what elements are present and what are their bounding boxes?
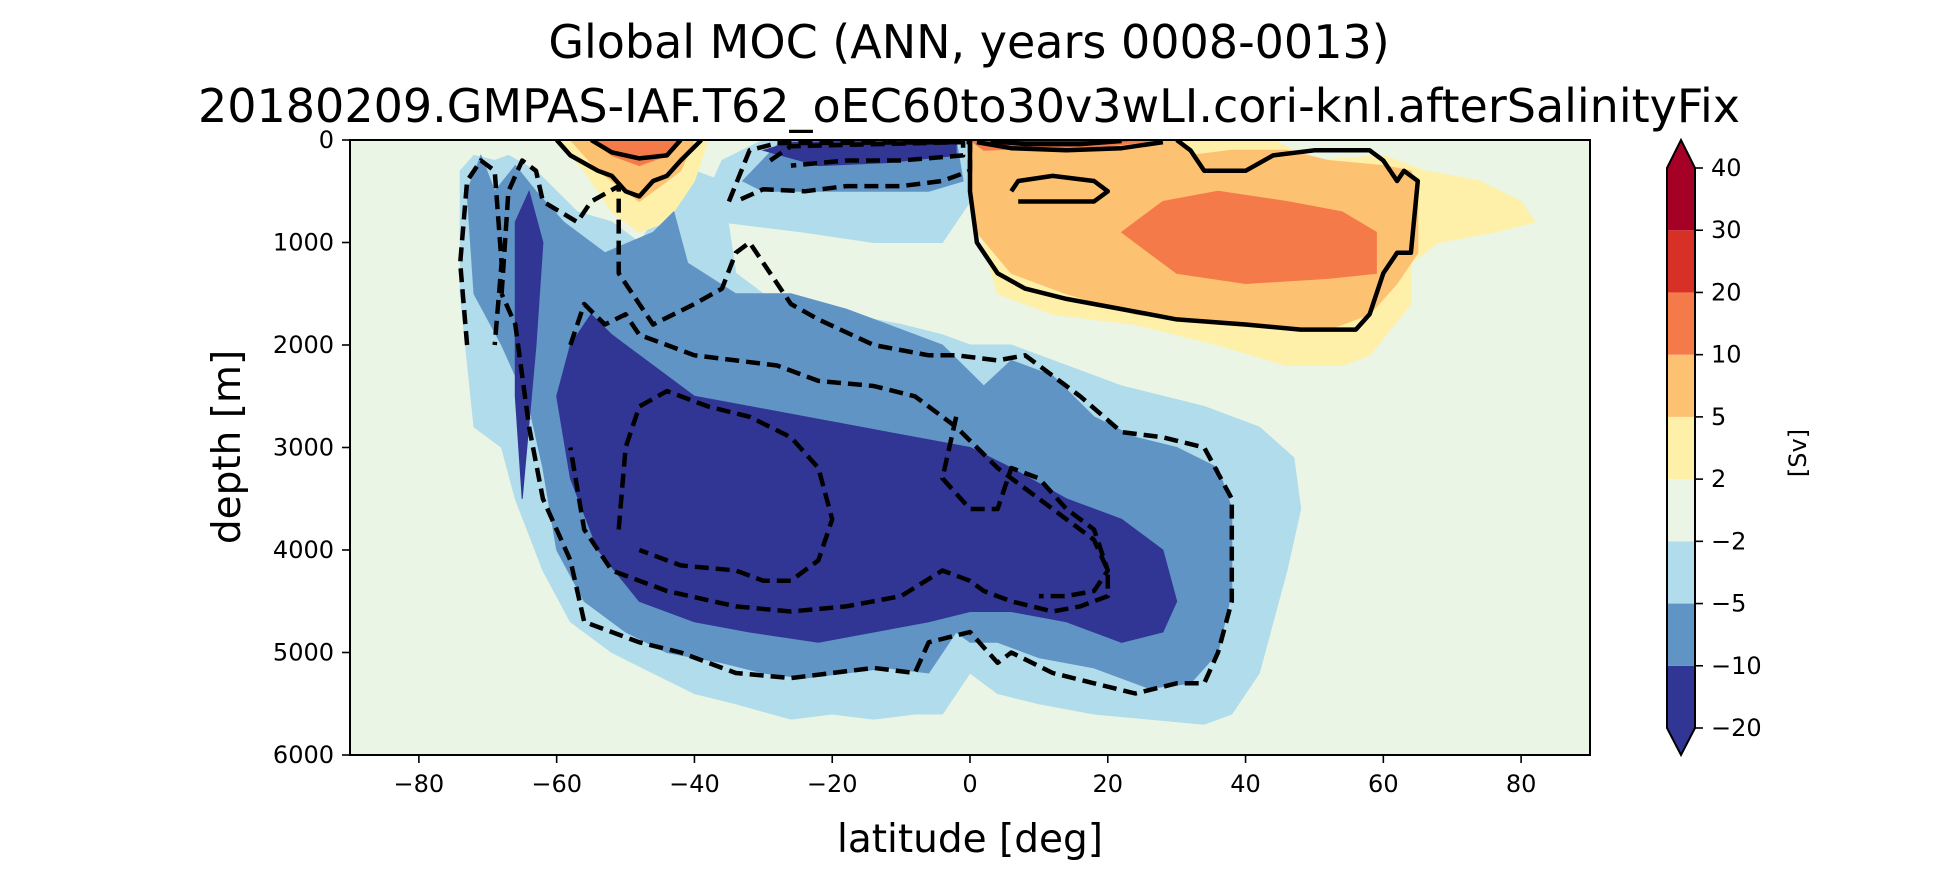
x-axis: −80 −60 −40 −20 0 20 40 60 80 <box>394 755 1537 798</box>
plot-area <box>349 139 1591 756</box>
x-axis-label: latitude [deg] <box>837 817 1103 862</box>
colorbar-segment <box>1667 354 1695 417</box>
y-tick-label: 1000 <box>273 229 334 257</box>
colorbar-tick-label: 2 <box>1711 465 1726 493</box>
contour-line-pos5 <box>1009 173 1111 204</box>
colorbar-tick-label: −10 <box>1711 652 1762 680</box>
colorbar-segment <box>1667 230 1695 293</box>
chart-subtitle: 20180209.GMPAS-IAF.T62_oEC60to30v3wLI.co… <box>198 79 1740 133</box>
x-tick-label: 60 <box>1368 770 1399 798</box>
x-tick-label: 0 <box>962 770 977 798</box>
x-tick-label: 40 <box>1230 770 1261 798</box>
contour-line-pos20 <box>990 140 1122 147</box>
contour-line-neg10 <box>768 140 966 168</box>
x-tick-label: −20 <box>807 770 858 798</box>
x-tick-label: 20 <box>1093 770 1124 798</box>
colorbar-tick-label: 30 <box>1711 216 1742 244</box>
filled-region--20-to--10 <box>514 189 544 499</box>
x-tick-label: 80 <box>1506 770 1537 798</box>
contour-line-pos5 <box>967 140 1421 332</box>
colorbar-tick-label: 10 <box>1711 341 1742 369</box>
contour-line-pos5 <box>555 140 703 199</box>
colorbar-segment <box>1667 665 1695 728</box>
colorbar-segment <box>1667 292 1695 355</box>
colorbar-tick-label: −20 <box>1711 714 1762 742</box>
filled-region--20-to--10 <box>556 313 1178 643</box>
contour-line-pos10 <box>589 140 683 161</box>
x-tick-label: −80 <box>394 770 445 798</box>
colorbar-extend-max <box>1667 140 1695 168</box>
x-tick-label: −60 <box>531 770 582 798</box>
contour-line-neg20 <box>940 416 1111 599</box>
y-axis-label: depth [m] <box>205 350 250 544</box>
contour-lines <box>457 140 1421 696</box>
y-tick-label: 3000 <box>273 434 334 462</box>
y-tick-label: 0 <box>319 126 334 154</box>
contour-line-neg5 <box>499 158 1235 696</box>
colorbar-segment <box>1667 603 1695 666</box>
colorbar-segment <box>1667 416 1695 480</box>
colorbar-segment <box>1667 479 1695 542</box>
colorbar-tick-label: 5 <box>1711 403 1726 431</box>
y-tick-label: 5000 <box>273 639 334 667</box>
contour-line-pos10 <box>976 140 1164 153</box>
y-axis: 0 1000 2000 3000 4000 5000 6000 <box>273 126 350 769</box>
y-tick-label: 6000 <box>273 741 334 769</box>
y-tick-label: 4000 <box>273 536 334 564</box>
colorbar-tick-label: −5 <box>1711 590 1746 618</box>
x-tick-label: −40 <box>669 770 720 798</box>
colorbar-tick-label: 20 <box>1711 278 1742 306</box>
contour-line-neg5 <box>726 140 973 204</box>
colorbar-tick-label: 40 <box>1711 154 1742 182</box>
y-tick-label: 2000 <box>273 331 334 359</box>
chart-title: Global MOC (ANN, years 0008-0013) <box>548 15 1389 69</box>
colorbar-extend-min <box>1667 728 1695 755</box>
contour-line-neg20 <box>616 388 835 584</box>
colorbar-tick-label: −2 <box>1711 527 1746 555</box>
colorbar-segment <box>1667 168 1695 231</box>
filled-region-10-to-20 <box>1120 190 1377 285</box>
colorbar: −20 −10 −5 −2 2 5 10 20 30 40 <box>1666 137 1762 758</box>
colorbar-label: [Sv] <box>1784 429 1812 477</box>
colorbar-segment <box>1667 541 1695 604</box>
